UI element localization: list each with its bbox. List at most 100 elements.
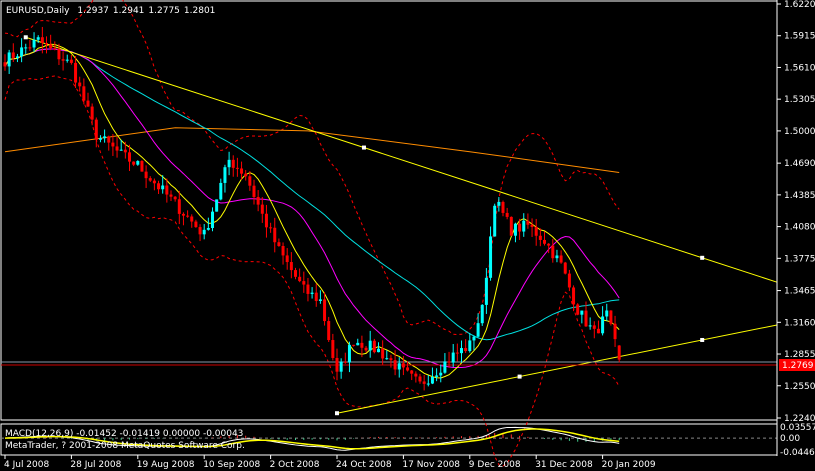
candle-body xyxy=(580,310,584,315)
candle-body xyxy=(567,273,571,288)
candle-body xyxy=(24,47,28,49)
candle-body xyxy=(381,348,385,359)
candle-body xyxy=(314,292,318,301)
candle-body xyxy=(223,167,227,183)
candle-body xyxy=(426,383,430,385)
candle-body xyxy=(277,242,281,246)
candle-body xyxy=(538,235,542,240)
candle-body xyxy=(260,204,264,214)
candle-body xyxy=(393,360,397,370)
candle-body xyxy=(161,185,165,190)
candle-body xyxy=(439,372,443,376)
candle-body xyxy=(74,62,78,83)
candle-body xyxy=(198,227,202,235)
y-tick-label: 1.3160 xyxy=(784,318,815,328)
candle-body xyxy=(281,245,285,256)
candle-body xyxy=(82,86,86,101)
candle-body xyxy=(505,212,509,217)
candle-body xyxy=(123,149,127,153)
candle-body xyxy=(543,239,546,244)
candle-body xyxy=(563,262,567,274)
candle-body xyxy=(401,363,405,368)
candle-body xyxy=(397,363,401,370)
candle-body xyxy=(501,201,505,213)
slow-ma-line xyxy=(4,48,620,341)
candle-body xyxy=(248,176,252,186)
x-tick-label: 4 Jul 2008 xyxy=(4,460,49,470)
candle-body xyxy=(472,336,476,341)
candle-body xyxy=(509,216,513,236)
trendline-anchor xyxy=(335,411,339,416)
y-tick-label: 1.3775 xyxy=(784,254,815,264)
candle-body xyxy=(181,213,185,216)
candle-body xyxy=(343,361,347,363)
candle-body xyxy=(447,361,451,363)
lower-band-line xyxy=(4,75,620,467)
macd-main-line xyxy=(4,426,620,451)
candle-body xyxy=(617,345,621,360)
x-tick-label: 24 Oct 2008 xyxy=(336,460,392,470)
candle-body xyxy=(364,347,368,351)
candle-body xyxy=(406,367,410,371)
candle-body xyxy=(410,370,414,374)
candle-body xyxy=(551,245,555,259)
candle-body xyxy=(489,236,493,278)
candle-body xyxy=(385,358,389,360)
candle-body xyxy=(464,348,468,352)
candle-body xyxy=(57,48,61,60)
candle-body xyxy=(601,316,605,334)
candle-body xyxy=(148,178,152,181)
candle-body xyxy=(90,106,94,120)
candle-body xyxy=(588,325,592,327)
candle-body xyxy=(103,136,107,139)
y-tick-label: 1.4690 xyxy=(784,159,815,169)
candle-body xyxy=(20,47,24,57)
candle-body xyxy=(269,227,273,229)
candle-body xyxy=(605,310,609,317)
candle-body xyxy=(422,381,426,384)
y-tick-label: 1.2240 xyxy=(784,414,815,424)
candle-body xyxy=(414,373,418,377)
candle-body xyxy=(609,310,613,324)
long-ma-line xyxy=(4,127,620,174)
candle-body xyxy=(144,171,148,179)
candle-body xyxy=(339,361,343,372)
candle-body xyxy=(49,44,53,49)
trendline-anchor xyxy=(700,337,705,342)
candle-body xyxy=(128,152,131,162)
candle-body xyxy=(289,262,293,271)
candle-body xyxy=(530,224,534,227)
y-tick-label: 1.4385 xyxy=(784,191,815,201)
candle-body xyxy=(244,173,248,177)
candle-body xyxy=(3,62,7,67)
candle-body xyxy=(547,243,551,246)
candle-body xyxy=(202,229,206,235)
candle-body xyxy=(480,304,484,324)
candle-body xyxy=(435,375,439,377)
candle-body xyxy=(215,199,219,212)
candle-body xyxy=(211,211,214,228)
candle-body xyxy=(455,352,459,354)
y-tick-label: 1.4080 xyxy=(784,223,815,233)
candle-body xyxy=(132,161,136,165)
candle-body xyxy=(596,328,600,334)
candle-body xyxy=(28,47,32,49)
current-price-label: 1.2769 xyxy=(782,361,814,371)
candle-body xyxy=(443,361,447,373)
candle-body xyxy=(572,287,576,305)
indicators xyxy=(1,0,778,467)
candle-body xyxy=(592,325,596,329)
candle-body xyxy=(11,52,15,58)
main-chart-frame xyxy=(0,0,778,421)
candle-body xyxy=(613,323,617,340)
axes: 1.6220 1.5915 1.5610 1.5305 1.5000 1.4690 1.43… xyxy=(4,0,815,470)
y-tick-label: 1.5305 xyxy=(784,95,815,105)
candle-body xyxy=(107,136,111,143)
candle-body xyxy=(522,220,526,232)
trendline-anchor xyxy=(517,374,522,379)
candle-body xyxy=(513,223,517,236)
candle-body xyxy=(53,48,57,50)
y-tick-label: 1.5610 xyxy=(784,63,815,73)
